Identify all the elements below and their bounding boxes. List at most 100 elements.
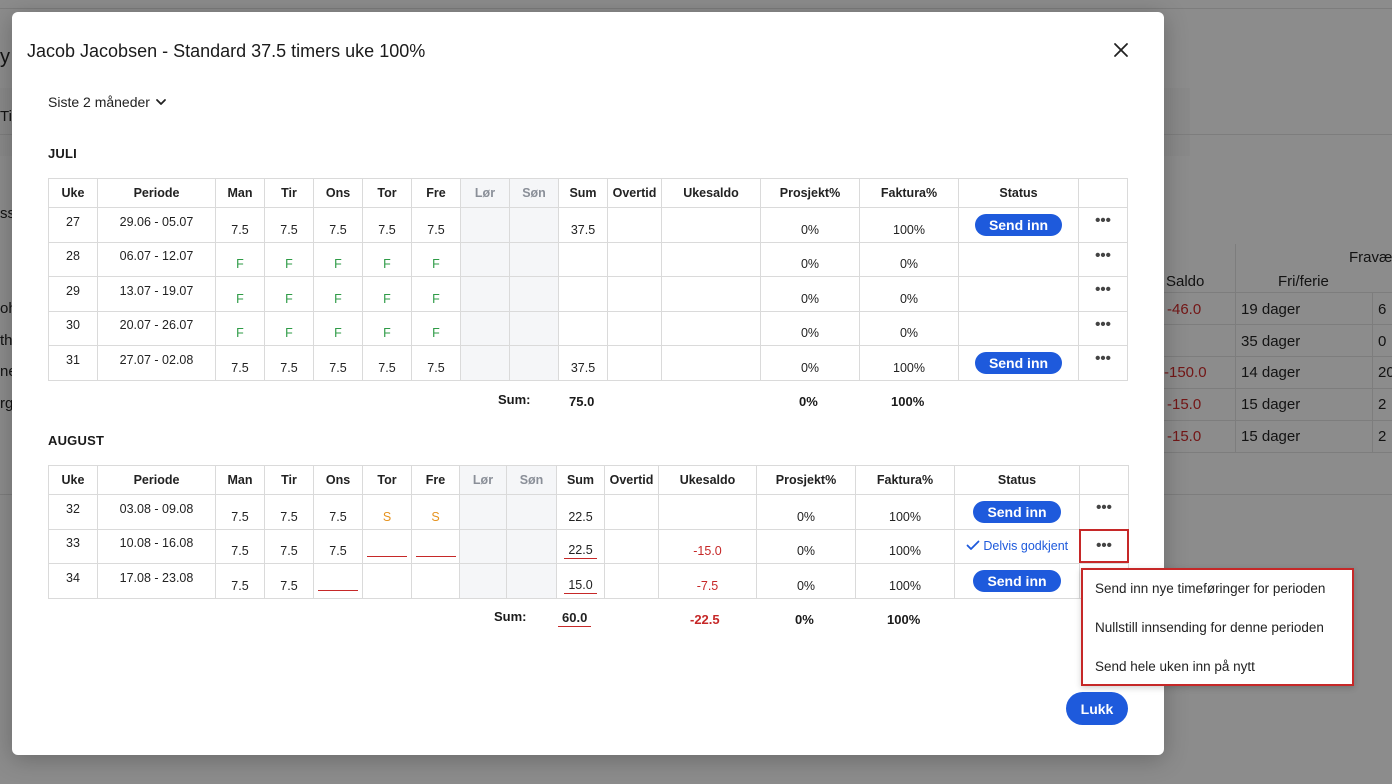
day-hours[interactable]: S <box>411 494 460 530</box>
day-hours[interactable]: 7.5 <box>313 345 363 381</box>
sum-label: Sum: <box>498 392 531 407</box>
menu-item-resubmit-week[interactable]: Send hele uken inn på nytt <box>1095 659 1255 674</box>
sum-invoice-percent: 100% <box>887 612 921 627</box>
invoice-percent: 100% <box>859 345 959 381</box>
day-hours[interactable]: 7.5 <box>362 345 412 381</box>
day-hours[interactable] <box>362 563 412 599</box>
week-number: 31 <box>48 345 98 381</box>
week-period: 27.07 - 02.08 <box>97 345 216 381</box>
day-hours[interactable]: 7.5 <box>215 494 265 530</box>
send-inn-button[interactable]: Send inn <box>973 500 1061 523</box>
day-hours[interactable]: 7.5 <box>215 563 265 599</box>
day-hours-missing[interactable] <box>411 528 460 564</box>
day-hours[interactable]: 7.5 <box>411 207 461 243</box>
menu-item-send-new-entries[interactable]: Send inn nye timeføringer for perioden <box>1095 581 1326 596</box>
close-button[interactable] <box>1111 39 1131 61</box>
day-hours[interactable]: 7.5 <box>313 207 363 243</box>
overtime <box>607 207 662 243</box>
week-balance <box>658 494 757 530</box>
day-hours[interactable]: F <box>411 276 461 312</box>
more-options-icon[interactable]: ••• <box>1095 246 1111 264</box>
divider <box>1164 388 1392 389</box>
status-cell: Send inn <box>958 345 1079 381</box>
week-sum: 22.5 <box>556 494 605 530</box>
day-hours[interactable]: F <box>362 276 412 312</box>
week-period: 03.08 - 09.08 <box>97 494 216 530</box>
actions-cell: ••• <box>1078 207 1128 243</box>
divider <box>1164 292 1392 293</box>
day-hours[interactable]: 7.5 <box>313 528 363 564</box>
week-balance: -7.5 <box>658 563 757 599</box>
divider <box>0 8 1392 9</box>
table-row: 34 17.08 - 23.08 7.5 7.5 15.0 -7.5 0% 10… <box>48 563 1129 599</box>
status-cell <box>958 241 1079 277</box>
day-hours[interactable]: 7.5 <box>264 207 314 243</box>
day-hours[interactable]: 7.5 <box>264 345 314 381</box>
day-hours[interactable]: 7.5 <box>411 345 461 381</box>
week-balance <box>661 276 761 312</box>
week-balance <box>661 207 761 243</box>
column-header: Man <box>215 465 265 495</box>
day-hours[interactable]: 7.5 <box>215 207 265 243</box>
close-modal-button[interactable]: Lukk <box>1066 692 1128 725</box>
day-hours[interactable]: F <box>362 241 412 277</box>
bg-saldo-value: -46.0 <box>1167 301 1202 318</box>
table-row: 33 10.08 - 16.08 7.5 7.5 7.5 22.5 -15.0 … <box>48 528 1129 564</box>
more-options-icon[interactable]: ••• <box>1095 212 1111 230</box>
more-options-icon[interactable]: ••• <box>1079 529 1129 564</box>
column-header: Tir <box>264 465 314 495</box>
week-sum <box>558 310 608 346</box>
day-hours[interactable]: 7.5 <box>264 528 314 564</box>
more-options-icon[interactable]: ••• <box>1095 281 1111 299</box>
period-selector[interactable]: Siste 2 måneder <box>48 94 167 110</box>
timesheet-modal: Jacob Jacobsen - Standard 37.5 timers uk… <box>12 12 1164 755</box>
sum-invoice-percent: 100% <box>891 394 925 409</box>
day-hours[interactable]: 7.5 <box>215 528 265 564</box>
project-percent: 0% <box>756 494 856 530</box>
column-header: Uke <box>48 178 98 208</box>
send-inn-button[interactable]: Send inn <box>973 569 1061 592</box>
period-selector-label: Siste 2 måneder <box>48 94 150 110</box>
day-hours[interactable]: 7.5 <box>215 345 265 381</box>
day-hours[interactable]: F <box>264 276 314 312</box>
day-hours[interactable]: 7.5 <box>313 494 363 530</box>
day-hours[interactable]: F <box>411 241 461 277</box>
send-inn-button[interactable]: Send inn <box>974 213 1063 236</box>
day-hours[interactable]: F <box>313 310 363 346</box>
actions-cell: ••• <box>1078 310 1128 346</box>
column-header: Lør <box>459 465 507 495</box>
day-hours[interactable]: 7.5 <box>362 207 412 243</box>
day-hours[interactable]: S <box>362 494 412 530</box>
day-hours[interactable]: F <box>215 241 265 277</box>
column-header: Lør <box>460 178 510 208</box>
day-hours[interactable]: F <box>215 310 265 346</box>
partially-approved-status[interactable]: Delvis godkjent <box>966 539 1068 553</box>
weekend-cell <box>506 563 557 599</box>
day-hours[interactable]: 7.5 <box>264 494 314 530</box>
bg-saldo-value: -150.0 <box>1164 364 1207 381</box>
overtime <box>607 241 662 277</box>
month-heading: AUGUST <box>48 433 105 448</box>
more-options-icon[interactable]: ••• <box>1095 315 1111 333</box>
invoice-percent: 0% <box>859 276 959 312</box>
day-hours[interactable]: F <box>264 241 314 277</box>
day-hours-missing[interactable] <box>313 563 363 599</box>
day-hours[interactable] <box>411 563 460 599</box>
menu-item-reset-submission[interactable]: Nullstill innsending for denne perioden <box>1095 620 1324 635</box>
more-options-icon[interactable]: ••• <box>1095 350 1111 368</box>
day-hours-missing[interactable] <box>362 528 412 564</box>
column-header: Prosjekt% <box>756 465 856 495</box>
day-hours[interactable]: F <box>411 310 461 346</box>
weekend-cell <box>460 276 510 312</box>
day-hours[interactable]: F <box>215 276 265 312</box>
send-inn-button[interactable]: Send inn <box>974 351 1063 374</box>
weekend-cell <box>460 345 510 381</box>
day-hours[interactable]: F <box>362 310 412 346</box>
day-hours[interactable]: F <box>264 310 314 346</box>
more-options-icon[interactable]: ••• <box>1096 499 1112 517</box>
status-cell: Send inn <box>954 563 1080 599</box>
day-hours[interactable]: F <box>313 241 363 277</box>
weekend-cell <box>460 310 510 346</box>
day-hours[interactable]: F <box>313 276 363 312</box>
day-hours[interactable]: 7.5 <box>264 563 314 599</box>
